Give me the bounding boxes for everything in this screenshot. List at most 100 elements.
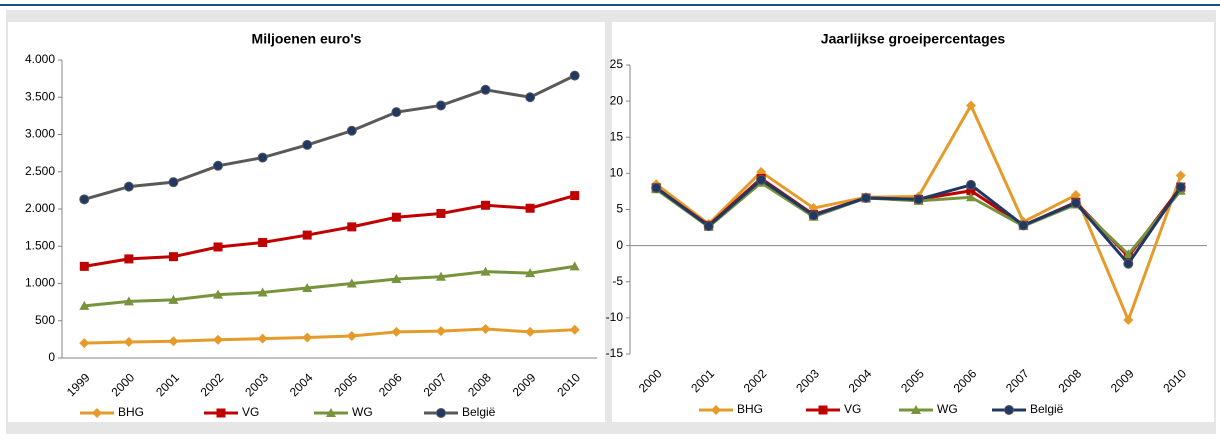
series-line [84, 194, 576, 268]
marker [346, 278, 357, 288]
marker [168, 336, 179, 347]
y-tick-label: 2.000 [25, 201, 55, 215]
marker [756, 174, 767, 185]
marker [861, 192, 872, 203]
legend-marker [711, 405, 721, 415]
y-tick-label: 4.000 [25, 52, 55, 66]
marker [168, 177, 179, 188]
marker [913, 194, 924, 205]
marker [391, 326, 402, 337]
marker [1070, 197, 1081, 208]
marker [1123, 258, 1134, 269]
marker [391, 274, 402, 284]
legend-label: België [462, 405, 496, 419]
y-tick-label: 3.000 [25, 127, 55, 141]
marker [965, 100, 976, 111]
marker [480, 323, 491, 334]
marker [1018, 220, 1029, 231]
legend-label: BHG [737, 402, 763, 416]
marker [123, 336, 134, 347]
marker [168, 252, 178, 262]
y-tick-label: 500 [35, 313, 55, 327]
legend-label: WG [352, 405, 373, 419]
marker [346, 125, 357, 136]
y-tick-label: 2.500 [25, 164, 55, 178]
y-tick-label: 0 [616, 238, 623, 252]
marker [302, 230, 312, 240]
marker [569, 324, 580, 335]
marker [123, 296, 134, 306]
y-tick-label: 25 [610, 57, 624, 71]
marker [1123, 249, 1134, 259]
marker [525, 92, 536, 103]
marker [965, 179, 976, 190]
marker [346, 331, 357, 342]
marker [213, 242, 223, 252]
y-tick-label: -15 [606, 346, 624, 360]
marker [79, 338, 90, 349]
marker [480, 266, 491, 276]
chart-title: Jaarlijkse groeipercentages [821, 31, 1006, 47]
marker [435, 100, 446, 111]
legend-marker [1004, 405, 1014, 415]
legend-label: WG [937, 402, 958, 416]
legend-label: BHG [118, 405, 144, 419]
marker [965, 192, 976, 202]
legend-marker [818, 405, 828, 415]
y-tick-label: 20 [610, 93, 624, 107]
marker [213, 289, 224, 299]
marker [302, 139, 313, 150]
marker [123, 181, 134, 192]
y-tick-label: 10 [610, 166, 624, 180]
y-tick-label: 15 [610, 129, 624, 143]
legend-label: VG [242, 405, 259, 419]
marker [966, 186, 976, 196]
top-rule [0, 4, 1220, 6]
marker [391, 212, 401, 222]
legend-marker [911, 405, 921, 414]
y-tick-label: 0 [48, 350, 55, 364]
y-tick-label: 5 [616, 202, 623, 216]
marker [703, 221, 714, 232]
marker [79, 300, 90, 310]
legend-marker [216, 408, 226, 418]
marker [124, 254, 134, 264]
y-tick-label: -10 [606, 310, 624, 324]
marker [435, 326, 446, 337]
legend-label: België [1030, 402, 1064, 416]
marker [302, 332, 313, 343]
series-line [84, 264, 575, 308]
marker [213, 160, 224, 171]
marker [257, 333, 268, 344]
y-tick-label: -5 [612, 274, 623, 288]
marker [525, 268, 536, 278]
legend-marker [92, 408, 102, 418]
marker [570, 191, 580, 201]
chart-box [8, 22, 605, 422]
marker [436, 208, 446, 218]
marker [651, 182, 662, 193]
y-tick-label: 3.500 [25, 89, 55, 103]
marker [435, 271, 446, 281]
marker [1070, 190, 1081, 201]
marker [1175, 170, 1186, 181]
marker [213, 334, 224, 345]
marker [480, 84, 491, 95]
marker [79, 261, 89, 271]
marker [481, 200, 491, 210]
legend-label: VG [844, 402, 861, 416]
marker [257, 287, 268, 297]
marker [347, 222, 357, 232]
marker [525, 203, 535, 213]
marker [1175, 182, 1186, 193]
marker [302, 282, 313, 292]
marker [258, 238, 268, 248]
marker [569, 261, 580, 271]
marker [257, 152, 268, 163]
y-tick-label: 1.000 [25, 276, 55, 290]
legend-marker [326, 408, 336, 417]
marker [168, 294, 179, 304]
marker [569, 70, 580, 81]
legend-marker [436, 408, 446, 418]
